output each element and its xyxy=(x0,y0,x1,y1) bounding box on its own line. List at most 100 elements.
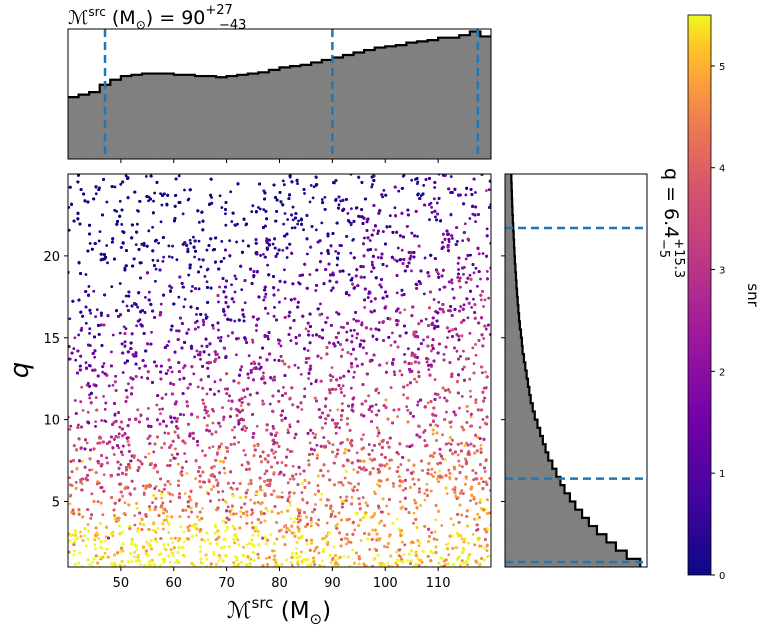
colorbar-gradient xyxy=(687,14,712,576)
top-hist-bar xyxy=(152,73,164,159)
y-tick-label: 5 xyxy=(52,496,60,511)
y-tick-label: 10 xyxy=(43,414,60,429)
top-hist-bar xyxy=(68,97,79,159)
top-hist-bar xyxy=(120,76,132,159)
top-hist-bar xyxy=(173,74,185,159)
top-hist-bar xyxy=(353,52,365,159)
x-tick-label: 80 xyxy=(271,576,288,591)
right-hist-bar xyxy=(505,534,607,543)
right-hist-bar xyxy=(505,174,512,183)
colorbar-label: snr xyxy=(744,283,761,307)
right-hist-bar xyxy=(505,255,515,265)
right-hist-title: q = 6.4+15.3−5 xyxy=(656,168,686,278)
right-hist-bar xyxy=(505,411,535,420)
colorbar-tick-label: 2 xyxy=(719,367,725,378)
main-scatter-plot: 50 60 70 80 90 100 110 5 10 15 20 ℳsrc (M⊙) q xyxy=(5,173,492,628)
right-hist-bar xyxy=(505,362,526,371)
right-hist-outline xyxy=(510,174,642,567)
right-hist-bar xyxy=(505,427,541,437)
right-hist-bar xyxy=(505,436,543,445)
right-hist-bar xyxy=(505,264,516,273)
top-hist-bar xyxy=(374,47,386,160)
right-hist-bar xyxy=(505,198,513,208)
right-hist-bar xyxy=(505,354,524,363)
y-tick-label: 20 xyxy=(43,250,60,265)
x-tick-label: 110 xyxy=(426,576,451,591)
top-hist-bar xyxy=(300,64,312,159)
x-tick-label: 60 xyxy=(165,576,182,591)
right-hist-bar xyxy=(505,370,527,379)
right-hist-bar xyxy=(505,493,570,502)
right-hist-bar xyxy=(505,337,522,347)
colorbar: 0 1 2 3 4 5 snr xyxy=(687,14,761,582)
top-hist-bar xyxy=(311,62,323,159)
x-tick-label: 50 xyxy=(113,576,130,591)
right-hist-bar xyxy=(505,206,513,216)
x-tick-label: 90 xyxy=(324,576,341,591)
top-hist-bar xyxy=(142,73,153,159)
right-hist-bar xyxy=(505,526,597,535)
top-hist-bar xyxy=(268,69,280,159)
right-marginal-histogram: q = 6.4+15.3−5 xyxy=(501,168,686,568)
top-hist-bar xyxy=(290,66,301,159)
top-hist-bar xyxy=(332,57,344,159)
top-hist-bar xyxy=(406,42,418,159)
x-tick-label: 100 xyxy=(373,576,398,591)
top-hist-bar xyxy=(321,59,333,160)
top-hist-bar xyxy=(110,79,122,159)
right-hist-bar xyxy=(505,517,589,527)
colorbar-tick-label: 1 xyxy=(719,469,725,480)
right-hist-bar xyxy=(505,321,520,330)
top-hist-bar xyxy=(194,76,206,159)
right-hist-bar xyxy=(505,460,553,470)
top-hist-bar xyxy=(163,73,175,159)
top-hist-bar xyxy=(78,94,90,159)
top-hist-bar xyxy=(480,36,492,159)
right-hist-bar xyxy=(505,272,516,281)
right-hist-bar xyxy=(505,247,515,257)
right-hist-bar xyxy=(505,403,533,412)
top-hist-bar xyxy=(385,46,397,160)
right-hist-frame xyxy=(504,173,648,568)
top-hist-bar xyxy=(438,37,449,159)
right-hist-bar xyxy=(505,542,616,551)
right-hist-bar xyxy=(505,345,523,355)
top-hist-bar xyxy=(89,92,101,159)
colorbar-tick-label: 4 xyxy=(719,164,725,175)
scatter-points xyxy=(68,174,491,567)
right-hist-bar xyxy=(505,182,512,191)
right-hist-bar xyxy=(505,231,514,240)
colorbar-tick-label: 3 xyxy=(719,266,725,277)
top-hist-bar xyxy=(395,45,407,159)
top-hist-bar xyxy=(237,74,249,159)
top-hist-bar xyxy=(184,74,196,159)
right-hist-bar xyxy=(505,501,576,510)
right-hist-bar xyxy=(505,509,583,519)
top-hist-bar xyxy=(469,31,481,160)
top-hist-bar xyxy=(416,41,428,159)
top-hist-bar xyxy=(342,55,354,159)
top-hist-bar xyxy=(364,50,375,159)
top-hist-bar xyxy=(448,37,460,159)
top-hist-bar xyxy=(226,76,238,159)
right-hist-bar xyxy=(505,485,565,494)
right-hist-bar xyxy=(505,444,546,453)
top-hist-bar xyxy=(427,40,439,160)
top-hist-title: ℳsrc (M⊙) = 90+27 −43 xyxy=(68,3,246,33)
top-marginal-histogram: ℳsrc (M⊙) = 90+27 −43 xyxy=(67,3,492,163)
right-hist-bar xyxy=(505,239,515,248)
right-hist-bar xyxy=(505,395,531,404)
top-hist-outline xyxy=(68,30,491,99)
right-hist-bar xyxy=(505,378,528,388)
colorbar-tick-label: 0 xyxy=(719,571,725,582)
right-hist-bar xyxy=(505,476,561,486)
x-tick-label: 70 xyxy=(218,576,235,591)
right-hist-bar xyxy=(505,288,518,298)
right-hist-bar xyxy=(505,305,519,314)
top-hist-bar xyxy=(279,67,291,159)
colorbar-tick-label: 5 xyxy=(719,62,725,73)
right-hist-bar xyxy=(505,419,538,429)
right-hist-bar xyxy=(505,452,549,461)
right-hist-bar xyxy=(505,550,627,560)
